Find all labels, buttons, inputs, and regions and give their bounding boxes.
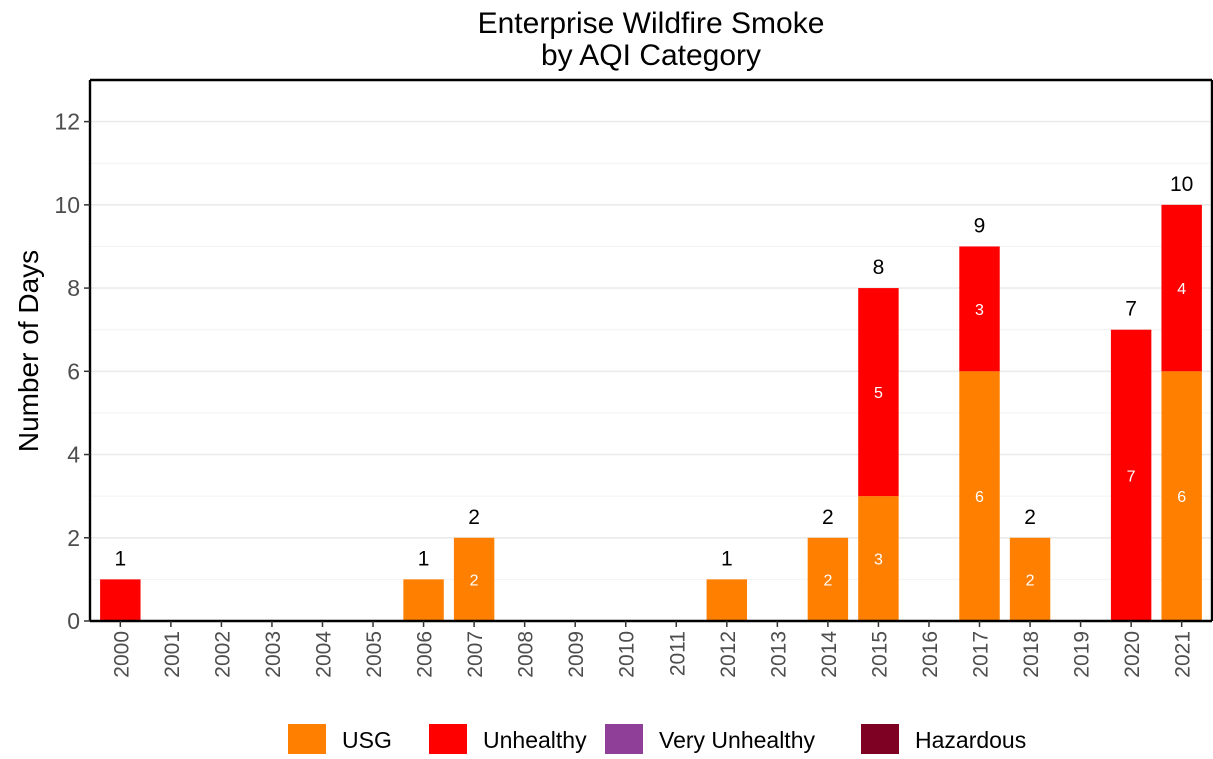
total-label: 9 bbox=[974, 214, 986, 237]
legend-swatch bbox=[288, 724, 326, 754]
y-tick-label: 10 bbox=[54, 192, 80, 218]
segment-label: 3 bbox=[874, 552, 883, 569]
x-tick-label: 2003 bbox=[262, 631, 285, 678]
x-tick-label: 2018 bbox=[1020, 631, 1043, 678]
x-tick-label: 2017 bbox=[970, 631, 993, 678]
bar-segment bbox=[959, 371, 1000, 621]
bar-segment bbox=[100, 579, 141, 621]
bar-segment bbox=[858, 288, 899, 497]
legend-swatch bbox=[429, 724, 467, 754]
segment-label: 6 bbox=[975, 489, 984, 506]
bar-segment bbox=[807, 537, 849, 621]
segment-label: 2 bbox=[823, 572, 832, 589]
legend-swatch bbox=[605, 724, 643, 754]
legend-label: Very Unhealthy bbox=[659, 727, 815, 753]
chart-title-line1: Enterprise Wildfire Smoke bbox=[478, 7, 825, 40]
legend-swatch bbox=[861, 724, 899, 754]
legend-label: Unhealthy bbox=[483, 727, 587, 753]
bar-segment bbox=[706, 579, 748, 621]
y-tick-label: 0 bbox=[67, 608, 80, 634]
total-label: 2 bbox=[468, 506, 480, 529]
y-tick-label: 8 bbox=[67, 275, 80, 301]
total-label: 10 bbox=[1170, 173, 1193, 196]
x-tick-label: 2007 bbox=[464, 631, 487, 678]
bar-labels: 1 1 2 2 1 2 2 3 5 8 6 3 9 2 2 7 7 6 4 10 bbox=[114, 173, 1193, 590]
total-label: 1 bbox=[721, 547, 733, 570]
y-axis-label: Number of Days bbox=[13, 250, 44, 452]
total-label: 7 bbox=[1125, 298, 1137, 321]
bar-segment bbox=[1161, 371, 1202, 621]
bar-segment bbox=[1161, 204, 1202, 372]
x-tick-label: 2002 bbox=[211, 631, 234, 678]
gridlines bbox=[90, 79, 1212, 622]
x-tick-label: 2019 bbox=[1071, 631, 1094, 678]
bar-segment bbox=[1009, 537, 1051, 621]
total-label: 1 bbox=[418, 547, 430, 570]
segment-label: 3 bbox=[975, 302, 984, 319]
x-tick-label: 2011 bbox=[666, 631, 689, 676]
legend: USG Unhealthy Very Unhealthy Hazardous bbox=[288, 724, 1026, 754]
y-tick-label: 2 bbox=[67, 525, 80, 551]
legend-label: USG bbox=[342, 727, 392, 753]
segment-label: 2 bbox=[470, 572, 479, 589]
total-label: 1 bbox=[114, 547, 126, 570]
x-tick-label: 2006 bbox=[414, 631, 437, 678]
y-tick-label: 6 bbox=[67, 358, 80, 384]
x-tick-label: 2010 bbox=[616, 631, 639, 678]
x-tick-label: 2016 bbox=[919, 631, 942, 678]
total-label: 2 bbox=[1024, 506, 1036, 529]
axes bbox=[88, 78, 1213, 623]
x-tick-label: 2014 bbox=[818, 631, 841, 678]
x-tick-label: 2012 bbox=[717, 631, 740, 678]
x-tick-label: 2015 bbox=[868, 631, 891, 678]
y-tick-label: 12 bbox=[54, 109, 80, 135]
bar-segment bbox=[453, 537, 495, 621]
chart-title-line2: by AQI Category bbox=[541, 39, 761, 72]
x-tick-label: 2013 bbox=[767, 631, 790, 678]
bar-segment bbox=[858, 496, 899, 621]
x-tick-label: 2001 bbox=[161, 631, 184, 678]
x-tick-label: 2004 bbox=[312, 631, 335, 678]
bars bbox=[100, 204, 1202, 621]
x-tick-label: 2009 bbox=[565, 631, 588, 678]
x-ticks: 2000 2001 2002 2003 2004 2005 2006 2007 2008 2009… bbox=[110, 621, 1195, 678]
x-tick-label: 2021 bbox=[1172, 631, 1195, 678]
total-label: 2 bbox=[822, 506, 834, 529]
bar-segment bbox=[1110, 329, 1152, 621]
total-label: 8 bbox=[873, 256, 885, 279]
segment-label: 5 bbox=[874, 385, 883, 402]
segment-label: 6 bbox=[1177, 489, 1186, 506]
segment-label: 2 bbox=[1026, 572, 1035, 589]
y-ticks: 0 2 4 6 8 10 12 bbox=[54, 109, 90, 634]
bar-segment bbox=[403, 579, 444, 621]
x-tick-label: 2008 bbox=[515, 631, 538, 678]
x-tick-label: 2005 bbox=[363, 631, 386, 678]
x-tick-label: 2020 bbox=[1121, 631, 1144, 678]
legend-label: Hazardous bbox=[915, 727, 1026, 753]
x-tick-label: 2000 bbox=[110, 631, 133, 678]
bar-segment bbox=[959, 246, 1000, 372]
y-tick-label: 4 bbox=[67, 442, 80, 468]
segment-label: 4 bbox=[1177, 281, 1186, 298]
segment-label: 7 bbox=[1127, 468, 1136, 485]
